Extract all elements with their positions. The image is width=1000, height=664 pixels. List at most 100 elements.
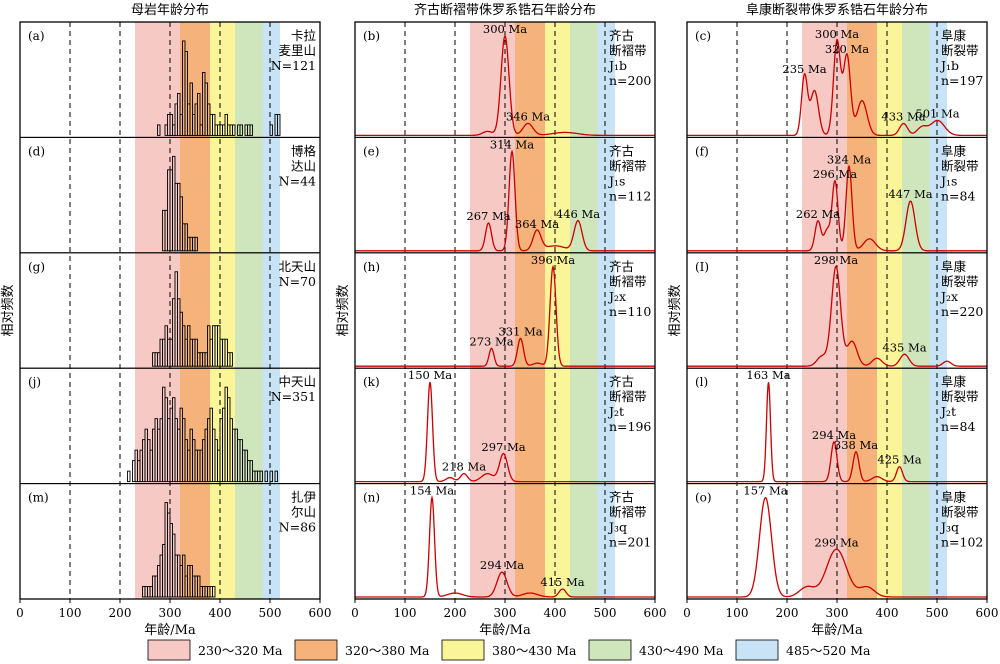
sample-label: J₂t — [607, 404, 624, 419]
sample-label: J₂x — [939, 289, 958, 304]
column-title: 母岩年龄分布 — [131, 3, 209, 18]
x-tick-label: 100 — [394, 606, 417, 620]
peak-label: 157 Ma — [743, 484, 787, 498]
panel-letter: (g) — [28, 260, 45, 274]
sample-label: N=44 — [279, 173, 316, 188]
sample-label: 断褶带 — [609, 389, 647, 404]
panel-letter: (I) — [695, 260, 709, 274]
sample-label: J₂t — [939, 404, 956, 419]
age-band — [847, 22, 877, 599]
panel-letter: (j) — [28, 375, 41, 389]
histogram-bar — [259, 470, 263, 483]
histogram-bar — [194, 236, 198, 252]
kde-curve — [687, 38, 987, 137]
panel-letter: (d) — [28, 144, 45, 158]
sample-label: 扎伊 — [291, 490, 316, 505]
sample-label: N=70 — [279, 274, 316, 289]
panel-letter: (h) — [363, 260, 380, 274]
panel-letter: (m) — [28, 491, 49, 505]
kde-curve — [355, 149, 655, 252]
legend-label: 380～430 Ma — [492, 643, 577, 658]
kde-curve — [687, 164, 987, 252]
legend-label: 430～490 Ma — [639, 643, 724, 658]
peak-label: 331 Ma — [498, 324, 542, 338]
histogram-bar — [249, 124, 253, 136]
peak-label: 433 Ma — [881, 109, 925, 123]
x-axis-label: 年龄/Ma — [811, 623, 863, 638]
peak-label: 150 Ma — [408, 368, 452, 382]
x-tick-label: 0 — [351, 606, 359, 620]
peak-label: 235 Ma — [782, 62, 826, 76]
peak-label: 297 Ma — [481, 440, 525, 454]
age-band — [597, 22, 615, 599]
sample-label: 齐古 — [609, 374, 634, 389]
peak-label: 425 Ma — [877, 453, 921, 467]
sample-label: 齐古 — [609, 143, 634, 158]
legend-label: 230～320 Ma — [198, 643, 283, 658]
peak-label: 298 Ma — [814, 253, 858, 267]
histogram-bar — [264, 470, 268, 483]
peak-label: 320 Ma — [825, 42, 869, 56]
peak-label: 396 Ma — [531, 253, 575, 267]
legend-swatch — [735, 639, 779, 661]
sample-label: 阜康 — [941, 490, 967, 505]
histogram-bar — [274, 470, 278, 483]
sample-label: n=84 — [941, 188, 975, 203]
histogram-bar — [269, 124, 273, 136]
peak-label: 299 Ma — [814, 535, 858, 549]
peak-label: 296 Ma — [813, 167, 857, 181]
age-band — [470, 22, 515, 599]
histogram-bar — [157, 124, 161, 136]
x-tick-label: 600 — [309, 606, 332, 620]
age-band — [877, 22, 902, 599]
peak-label: 447 Ma — [888, 187, 932, 201]
histogram-bar — [184, 51, 188, 136]
legend-item: 320～380 Ma — [294, 639, 430, 661]
kde-curve — [355, 495, 655, 598]
sample-label: 断褶带 — [609, 274, 647, 289]
legend-swatch — [147, 639, 191, 661]
sample-label: 断褶带 — [609, 43, 647, 58]
age-band — [210, 22, 235, 599]
panel-letter: (a) — [28, 29, 45, 43]
peak-label: 435 Ma — [882, 340, 926, 354]
y-axis-label: 相对频数 — [336, 284, 351, 336]
column-title: 齐古断褶带侏罗系锆石年龄分布 — [414, 2, 596, 18]
kde-curve — [687, 265, 987, 367]
sample-label: 中天山 — [278, 374, 316, 389]
legend-item: 430～490 Ma — [588, 639, 724, 661]
histogram-bar — [212, 586, 216, 598]
sample-label: 阜康 — [941, 143, 967, 158]
legend-item: 230～320 Ma — [147, 639, 283, 661]
peak-label: 163 Ma — [746, 368, 790, 382]
legend-swatch — [294, 639, 338, 661]
sample-label: J₃q — [607, 520, 627, 535]
x-axis-label: 年龄/Ma — [479, 623, 531, 638]
sample-label: 阜康 — [941, 259, 967, 274]
sample-label: N=121 — [271, 58, 316, 73]
kde-curve — [355, 382, 655, 483]
age-band — [802, 22, 847, 599]
x-tick-label: 100 — [726, 606, 749, 620]
panel-letter: (c) — [695, 29, 711, 43]
x-tick-label: 0 — [683, 606, 691, 620]
sample-label: n=201 — [609, 535, 651, 550]
histogram-bar — [277, 113, 281, 136]
legend-swatch — [441, 639, 485, 661]
legend-label: 485～520 Ma — [786, 643, 871, 658]
age-band — [570, 22, 600, 599]
sample-label: 齐古 — [609, 259, 634, 274]
panel-letter: (k) — [363, 375, 380, 389]
age-band — [262, 22, 280, 599]
sample-label: 卡拉 — [291, 28, 317, 43]
histogram-bar — [232, 124, 236, 136]
legend: 230～320 Ma 320～380 Ma 380～430 Ma 430～490 Ma… — [147, 639, 871, 661]
